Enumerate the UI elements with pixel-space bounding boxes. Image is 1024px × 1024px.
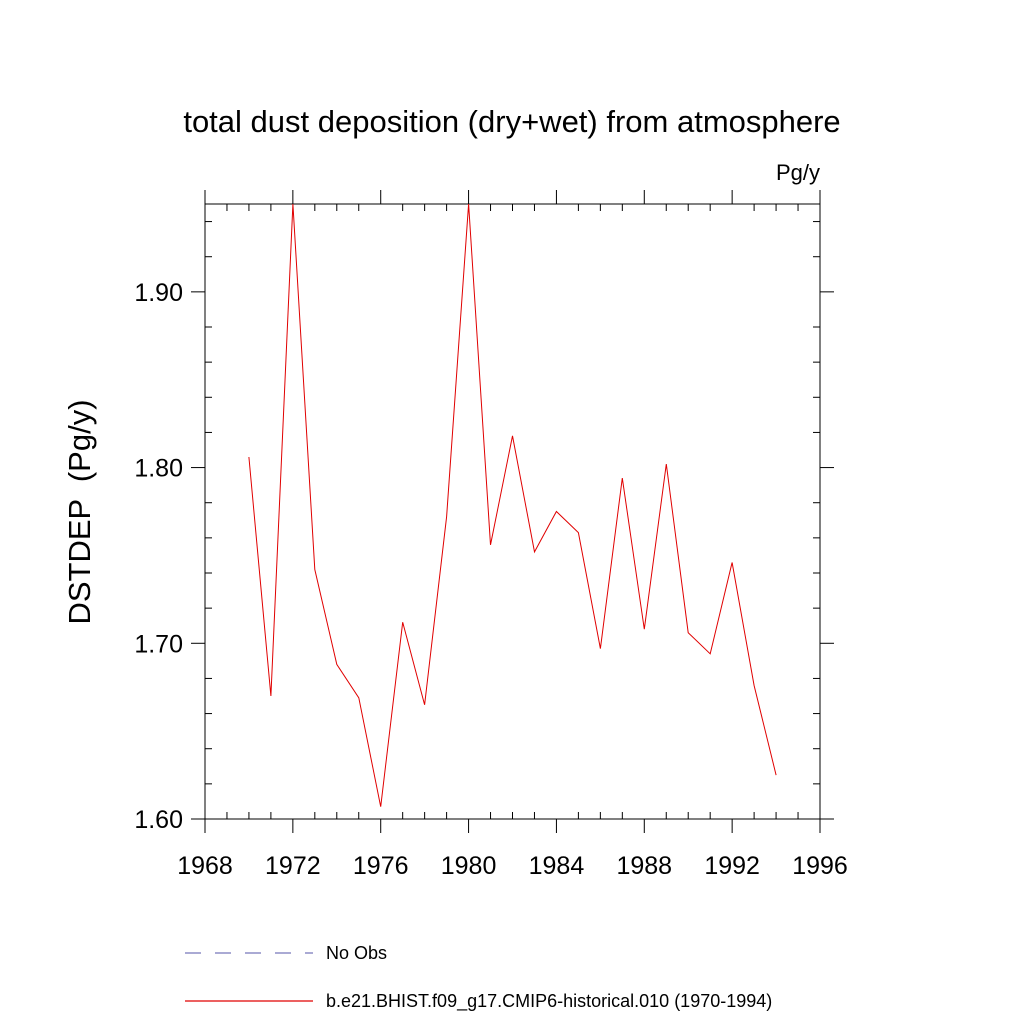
- chart-title: total dust deposition (dry+wet) from atm…: [183, 104, 840, 139]
- x-tick-label: 1968: [177, 852, 233, 880]
- plot-frame: [204, 203, 821, 820]
- x-tick-label: 1976: [353, 852, 409, 880]
- y-axis-label: DSTDEP (Pg/y): [62, 399, 97, 624]
- series-layer: [248, 203, 777, 807]
- series-line-historical: [248, 203, 777, 807]
- y-tick-label: 1.60: [134, 806, 183, 834]
- x-tick-label: 1984: [529, 852, 585, 880]
- axes: 1968 1972 1976 1980 1984 1988 1992 1996 1.60 1.70…: [134, 190, 848, 880]
- units-label: Pg/y: [776, 160, 820, 185]
- x-tick-label: 1996: [792, 852, 848, 880]
- x-tick-label: 1972: [265, 852, 321, 880]
- legend-label-no-obs: No Obs: [326, 943, 387, 963]
- x-tick-label: 1980: [441, 852, 497, 880]
- x-tick-label: 1992: [704, 852, 760, 880]
- y-tick-label: 1.70: [134, 630, 183, 658]
- x-tick-label: 1988: [616, 852, 672, 880]
- legend-label-historical: b.e21.BHIST.f09_g17.CMIP6-historical.010…: [326, 991, 772, 1012]
- legend: No Obs b.e21.BHIST.f09_g17.CMIP6-histori…: [185, 943, 772, 1012]
- y-tick-label: 1.90: [134, 279, 183, 307]
- y-tick-label: 1.80: [134, 455, 183, 483]
